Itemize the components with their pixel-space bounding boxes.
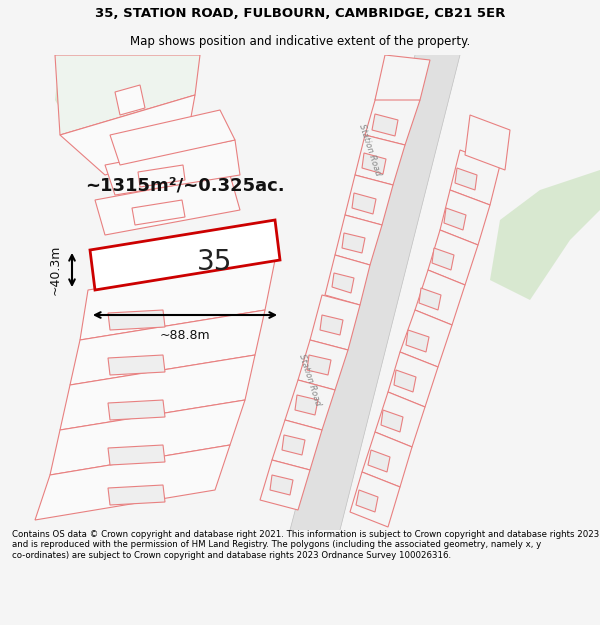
Polygon shape — [428, 230, 478, 285]
Polygon shape — [295, 395, 318, 415]
Polygon shape — [365, 90, 420, 145]
Text: Station Road: Station Road — [358, 123, 383, 177]
Polygon shape — [50, 400, 245, 475]
Polygon shape — [108, 445, 165, 465]
Polygon shape — [372, 114, 398, 136]
Polygon shape — [440, 190, 490, 245]
Text: ~88.8m: ~88.8m — [160, 329, 211, 342]
Polygon shape — [282, 435, 305, 455]
Polygon shape — [450, 150, 500, 205]
Polygon shape — [95, 175, 240, 235]
Polygon shape — [270, 475, 293, 495]
Polygon shape — [388, 352, 438, 407]
Polygon shape — [368, 450, 390, 472]
Polygon shape — [108, 355, 165, 375]
Polygon shape — [375, 55, 430, 100]
Polygon shape — [260, 460, 310, 510]
Polygon shape — [332, 273, 354, 293]
Text: 35, STATION ROAD, FULBOURN, CAMBRIDGE, CB21 5ER: 35, STATION ROAD, FULBOURN, CAMBRIDGE, C… — [95, 8, 505, 20]
Polygon shape — [415, 270, 465, 325]
Polygon shape — [350, 472, 400, 527]
Text: ~1315m²/~0.325ac.: ~1315m²/~0.325ac. — [85, 176, 285, 194]
Polygon shape — [362, 153, 386, 174]
Polygon shape — [272, 420, 322, 470]
Polygon shape — [290, 55, 460, 530]
Text: Map shows position and indicative extent of the property.: Map shows position and indicative extent… — [130, 35, 470, 48]
Polygon shape — [325, 255, 370, 305]
Text: Contains OS data © Crown copyright and database right 2021. This information is : Contains OS data © Crown copyright and d… — [12, 530, 599, 560]
Polygon shape — [138, 165, 185, 187]
Polygon shape — [80, 260, 275, 340]
Text: ~40.3m: ~40.3m — [49, 245, 62, 295]
Polygon shape — [60, 355, 255, 430]
Text: 35: 35 — [197, 248, 233, 276]
Polygon shape — [310, 295, 360, 350]
Polygon shape — [400, 310, 452, 367]
Polygon shape — [356, 490, 378, 512]
Polygon shape — [307, 355, 331, 375]
Polygon shape — [108, 310, 165, 330]
Polygon shape — [444, 208, 466, 230]
Polygon shape — [35, 445, 230, 520]
Polygon shape — [490, 170, 600, 300]
Polygon shape — [381, 410, 403, 432]
Polygon shape — [55, 55, 195, 160]
Polygon shape — [132, 200, 185, 225]
Polygon shape — [465, 115, 510, 170]
Polygon shape — [355, 135, 405, 185]
Polygon shape — [90, 220, 280, 290]
Polygon shape — [70, 310, 265, 385]
Text: Station Road: Station Road — [298, 353, 323, 407]
Polygon shape — [298, 340, 348, 390]
Polygon shape — [455, 168, 477, 190]
Polygon shape — [320, 315, 343, 335]
Polygon shape — [105, 140, 240, 195]
Polygon shape — [285, 380, 335, 430]
Polygon shape — [342, 233, 365, 253]
Polygon shape — [108, 485, 165, 505]
Polygon shape — [394, 370, 416, 392]
Polygon shape — [55, 55, 200, 135]
Polygon shape — [362, 432, 412, 487]
Polygon shape — [432, 248, 454, 270]
Polygon shape — [115, 85, 145, 115]
Polygon shape — [110, 110, 235, 165]
Polygon shape — [108, 400, 165, 420]
Polygon shape — [375, 392, 425, 447]
Polygon shape — [345, 175, 393, 225]
Polygon shape — [60, 95, 195, 175]
Polygon shape — [406, 330, 429, 352]
Polygon shape — [352, 193, 376, 214]
Polygon shape — [335, 215, 382, 265]
Polygon shape — [419, 288, 441, 310]
